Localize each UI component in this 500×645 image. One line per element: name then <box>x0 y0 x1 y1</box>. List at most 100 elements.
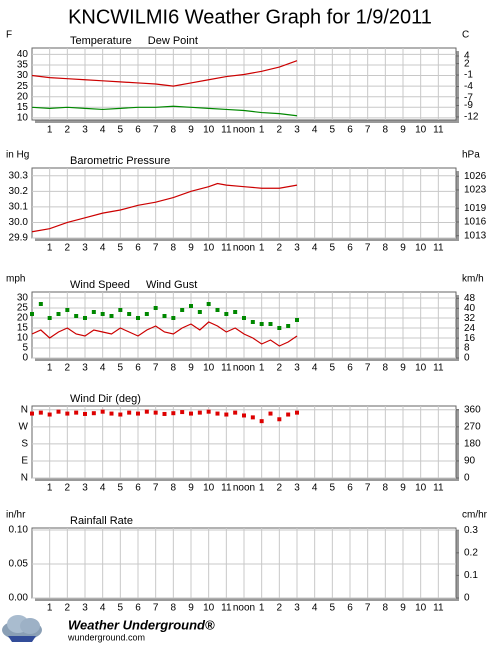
y-tick-label: 20 <box>17 313 29 324</box>
marker <box>47 316 52 320</box>
x-tick-label: 8 <box>383 125 389 136</box>
x-tick-label: 4 <box>100 483 106 494</box>
y-axis-unit: F <box>6 30 12 41</box>
x-tick-label: 3 <box>294 603 300 614</box>
y2-tick-label: 0 <box>464 473 470 484</box>
x-tick-label: noon <box>233 125 255 136</box>
x-tick-label: 4 <box>100 125 106 136</box>
panel: F C1 2 3 4 5 6 7 8 9 10 11 noon 1 2 3 4 5 6 7 8 9 10 1110152025… <box>6 30 479 136</box>
x-tick-label: 9 <box>188 243 194 254</box>
x-tick-label: 8 <box>171 483 177 494</box>
x-tick-label: 5 <box>118 603 124 614</box>
x-tick-label: 7 <box>153 125 159 136</box>
marker <box>189 304 193 308</box>
marker <box>144 312 149 316</box>
y2-axis-unit: hPa <box>462 150 480 161</box>
y2-tick-label: 32 <box>464 313 476 324</box>
marker <box>83 411 87 416</box>
x-tick-label: 2 <box>65 125 71 136</box>
legend-entry: Wind Dir (deg) <box>70 393 141 405</box>
x-tick-label: 10 <box>203 603 215 614</box>
x-tick-label: 7 <box>153 603 159 614</box>
x-tick-label: 11 <box>221 363 232 374</box>
x-tick-label: 1 <box>259 363 265 374</box>
x-tick-label: 9 <box>400 243 406 254</box>
logo <box>2 615 42 642</box>
x-tick-label: 6 <box>347 483 353 494</box>
marker <box>83 316 87 320</box>
marker <box>127 410 132 415</box>
y-tick-label: 0 <box>22 353 28 364</box>
x-tick-label: 2 <box>277 363 283 374</box>
y2-tick-label: 1023 <box>464 185 487 196</box>
x-tick-label: 5 <box>330 243 336 254</box>
legend-entry: Wind Gust <box>146 279 197 291</box>
y2-tick-label: 16 <box>464 333 476 344</box>
marker <box>224 412 229 417</box>
x-tick-label: 8 <box>383 483 389 494</box>
x-tick-label: 2 <box>65 363 71 374</box>
marker <box>268 411 273 416</box>
x-tick-label: 6 <box>347 125 353 136</box>
marker <box>180 410 185 415</box>
x-tick-label: 4 <box>312 603 318 614</box>
y2-tick-label: 40 <box>464 303 476 314</box>
series-line <box>31 182 298 233</box>
marker <box>38 410 43 415</box>
series-line <box>31 60 298 87</box>
marker <box>286 412 291 417</box>
y-axis-unit: in Hg <box>6 150 29 161</box>
marker <box>250 415 255 420</box>
y2-tick-label: 48 <box>464 293 476 304</box>
x-tick-label: 10 <box>415 125 427 136</box>
marker <box>189 411 193 416</box>
y-tick-label: W <box>19 421 29 432</box>
marker <box>180 308 185 312</box>
y-tick-label: 30.3 <box>9 170 29 181</box>
x-tick-label: 10 <box>203 483 215 494</box>
marker <box>259 322 264 326</box>
marker <box>242 316 246 320</box>
panel: 1 2 3 4 5 6 7 8 9 10 11 noon 1 2 3 4 5 6 7 8 9 10 11NESWN09018… <box>19 393 482 494</box>
marker <box>295 410 299 415</box>
x-tick-label: 7 <box>365 243 371 254</box>
legend-entry: Dew Point <box>148 35 198 47</box>
y2-tick-label: 1026 <box>464 171 487 182</box>
legend-entry: Wind Speed <box>70 279 130 291</box>
x-tick-label: 9 <box>188 125 194 136</box>
y-tick-label: 40 <box>17 49 29 60</box>
marker <box>65 411 70 416</box>
x-tick-label: 7 <box>365 483 371 494</box>
x-tick-label: 10 <box>415 243 427 254</box>
marker <box>47 412 52 417</box>
x-tick-label: 11 <box>221 483 232 494</box>
x-tick-label: 10 <box>203 125 215 136</box>
marker <box>295 318 299 322</box>
y2-tick-label: -7 <box>464 93 473 104</box>
x-tick-label: 10 <box>415 603 427 614</box>
x-tick-label: 6 <box>347 603 353 614</box>
y2-tick-label: 270 <box>464 421 481 432</box>
marker <box>38 302 43 306</box>
x-tick-label: 1 <box>47 603 53 614</box>
marker <box>153 410 158 415</box>
y2-tick-label: 8 <box>464 343 470 354</box>
marker <box>127 312 132 316</box>
x-tick-label: 6 <box>135 363 141 374</box>
x-tick-label: 4 <box>312 483 318 494</box>
y-tick-label: 30 <box>17 70 29 81</box>
marker <box>171 411 176 416</box>
x-tick-label: 6 <box>135 243 141 254</box>
x-tick-label: 9 <box>188 603 194 614</box>
x-tick-label: 9 <box>188 483 194 494</box>
y2-tick-label: 0.3 <box>464 525 478 536</box>
x-tick-label: 3 <box>82 363 88 374</box>
x-tick-label: 2 <box>277 483 283 494</box>
x-tick-label: 9 <box>400 363 406 374</box>
marker <box>206 302 211 306</box>
x-tick-label: noon <box>233 603 255 614</box>
x-tick-label: 11 <box>433 125 444 136</box>
marker <box>259 419 264 424</box>
x-tick-label: 10 <box>415 483 427 494</box>
